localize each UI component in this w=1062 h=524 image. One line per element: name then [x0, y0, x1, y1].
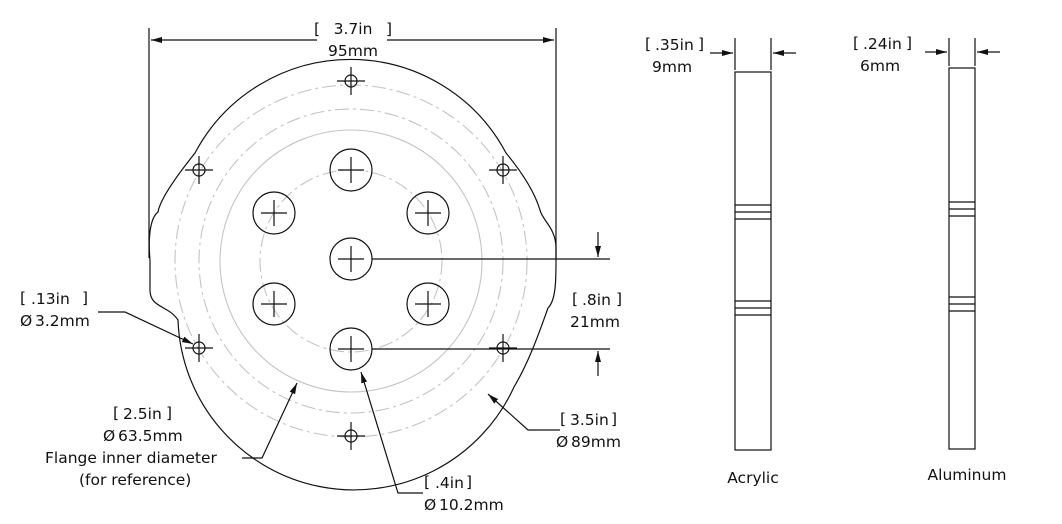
flange-callout: [ 2.5in ] Ø 63.5mm Flange inner diameter… [45, 382, 298, 489]
svg-text:[: [ [853, 34, 859, 52]
large-hole-upper-right [406, 191, 450, 235]
flange-in: 2.5in [123, 405, 162, 423]
svg-text:]: ] [166, 404, 172, 422]
hole-spacing-mm: 21mm [570, 313, 620, 331]
flange-note-line1: Flange inner diameter [45, 449, 218, 467]
overall-width-dimension: [ 3.7in ] 95mm [148, 20, 557, 258]
bolt-circle [198, 108, 504, 414]
svg-text:]: ] [906, 34, 912, 52]
large-hole-mm: 10.2mm [439, 496, 504, 514]
large-hole-center [329, 237, 373, 281]
svg-text:[: [ [560, 410, 566, 428]
diameter-symbol: Ø [424, 496, 436, 514]
overall-width-in: 3.7in [334, 20, 373, 38]
bracket-right: ] [386, 20, 392, 38]
large-hole-bottom [329, 327, 373, 371]
small-hole-callout: [ .13in ] Ø 3.2mm [20, 289, 194, 345]
plate-outline [148, 58, 557, 491]
svg-text:[: [ [424, 473, 430, 491]
large-hole-callout: [ .4in ] Ø 10.2mm [360, 371, 504, 514]
plate-top-view [148, 58, 557, 491]
small-hole-lower-right [489, 334, 517, 362]
acrylic-side-view: [ .35in ] 9mm Acrylic [645, 35, 796, 487]
bracket-left: [ [314, 20, 320, 38]
aluminum-thickness-in: .24in [863, 35, 902, 53]
svg-text:[: [ [645, 35, 651, 53]
aluminum-label: Aluminum [928, 466, 1007, 484]
diameter-symbol: Ø [20, 312, 32, 330]
overall-width-mm: 95mm [328, 42, 378, 60]
svg-text:]: ] [82, 289, 88, 307]
svg-text:[: [ [113, 404, 119, 422]
small-hole-top [337, 67, 365, 95]
small-hole-upper-right [489, 156, 517, 184]
small-hole-in: .13in [31, 290, 70, 308]
small-hole-upper-left [185, 156, 213, 184]
large-hole-lower-left [252, 282, 296, 326]
acrylic-label: Acrylic [727, 469, 779, 487]
outer-diameter-callout: [ 3.5in ] Ø 89mm [487, 393, 621, 451]
aluminum-side-view: [ .24in ] 6mm Aluminum [853, 34, 1006, 484]
flange-note-line2: (for reference) [79, 471, 191, 489]
small-hole-lower-left [185, 334, 213, 362]
svg-text:[: [ [572, 290, 578, 308]
acrylic-thickness-mm: 9mm [652, 58, 692, 76]
acrylic-thickness-in: .35in [655, 36, 694, 54]
large-hole-in: .4in [435, 474, 464, 492]
aluminum-thickness-mm: 6mm [860, 57, 900, 75]
large-hole-lower-right [406, 282, 450, 326]
hole-spacing-dimension: [ .8in ] 21mm [372, 232, 622, 376]
small-hole-bottom [337, 422, 365, 450]
svg-text:]: ] [611, 410, 617, 428]
svg-text:]: ] [698, 35, 704, 53]
small-hole-mm: 3.2mm [35, 312, 90, 330]
outer-diameter-mm: 89mm [571, 433, 621, 451]
hole-spacing-in: .8in [582, 291, 611, 309]
svg-text:]: ] [466, 473, 472, 491]
large-hole-upper-left [252, 191, 296, 235]
svg-text:[: [ [20, 289, 26, 307]
flange-mm: 63.5mm [118, 427, 183, 445]
outer-diameter-in: 3.5in [570, 411, 609, 429]
svg-text:]: ] [616, 290, 622, 308]
diameter-symbol: Ø [556, 433, 568, 451]
large-hole-top [329, 148, 373, 192]
flange-inner-circle [219, 129, 483, 393]
diameter-symbol: Ø [103, 427, 115, 445]
